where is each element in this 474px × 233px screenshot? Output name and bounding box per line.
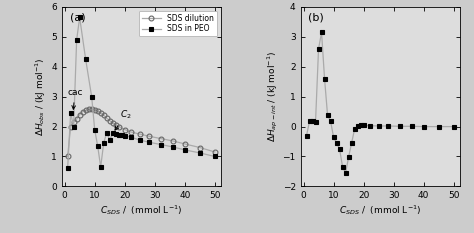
SDS dilution [107,119,112,122]
Y-axis label: $\Delta H_{obs}$ / (kJ mol$^{-1}$): $\Delta H_{obs}$ / (kJ mol$^{-1}$) [34,58,48,136]
SDS dilution [68,125,73,128]
SDS in PEO [137,139,143,141]
SDS in PEO [170,146,176,148]
SDS in PEO [89,95,94,98]
SDS dilution [80,110,85,113]
SDS in PEO [128,136,134,138]
X-axis label: $C_{SDS}$ /  (mmol L$^{-1}$): $C_{SDS}$ / (mmol L$^{-1}$) [339,203,421,217]
SDS dilution [98,112,103,115]
SDS in PEO [95,145,100,147]
SDS dilution [212,151,218,153]
SDS in PEO [98,166,103,168]
SDS dilution [95,110,100,113]
SDS in PEO [113,133,118,135]
SDS dilution [197,146,203,149]
SDS dilution [104,117,109,120]
SDS in PEO [68,112,73,115]
SDS in PEO [110,132,116,135]
Text: cac: cac [67,88,82,109]
SDS in PEO [92,128,98,131]
SDS in PEO [74,38,80,41]
SDS dilution [170,140,176,142]
SDS in PEO [104,131,109,134]
SDS in PEO [77,16,82,19]
SDS dilution [113,123,118,126]
SDS dilution [110,122,116,124]
SDS in PEO [119,134,125,136]
SDS dilution [71,121,76,123]
SDS in PEO [212,155,218,158]
Line: SDS dilution: SDS dilution [65,106,217,159]
SDS dilution [128,130,134,133]
SDS in PEO [65,167,71,170]
SDS in PEO [146,141,152,144]
SDS dilution [83,109,89,112]
Text: (a): (a) [70,12,85,22]
SDS dilution [92,108,98,111]
Text: $C_2$: $C_2$ [115,109,132,130]
SDS dilution [122,128,128,131]
Line: SDS in PEO: SDS in PEO [65,15,217,171]
SDS dilution [101,114,107,117]
X-axis label: $C_{SDS}$ /  (mmol L$^{-1}$): $C_{SDS}$ / (mmol L$^{-1}$) [100,203,182,217]
Legend: SDS dilution, SDS in PEO: SDS dilution, SDS in PEO [139,11,217,36]
SDS dilution [77,113,82,116]
SDS dilution [137,133,143,135]
SDS in PEO [107,139,112,141]
SDS dilution [146,135,152,137]
SDS dilution [65,155,71,158]
SDS dilution [89,107,94,110]
SDS in PEO [83,58,89,61]
SDS dilution [116,125,121,128]
SDS in PEO [116,133,121,136]
SDS in PEO [71,125,76,128]
Y-axis label: $\Delta H_{ap-int}$ / (kJ mol$^{-1}$): $\Delta H_{ap-int}$ / (kJ mol$^{-1}$) [265,51,280,142]
Text: (b): (b) [309,12,324,22]
SDS in PEO [197,151,203,154]
SDS in PEO [101,142,107,144]
SDS dilution [182,143,188,145]
SDS dilution [74,118,80,120]
SDS dilution [158,137,164,140]
SDS in PEO [158,143,164,146]
SDS in PEO [122,134,128,137]
SDS dilution [86,108,91,111]
SDS in PEO [182,148,188,151]
